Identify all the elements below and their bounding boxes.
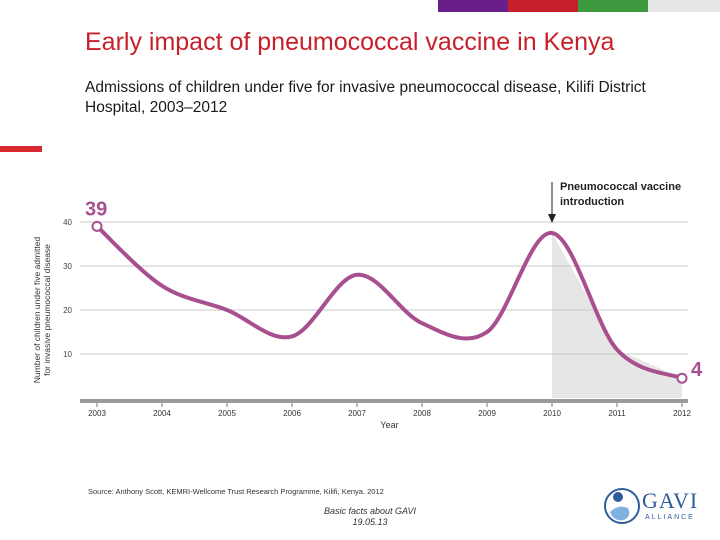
x-tick-label: 2007 [348,409,366,418]
logo-text: GAVI [642,488,699,513]
y-axis-title-line-1: Number of children under five admitted [32,236,42,383]
x-tick-label: 2008 [413,409,431,418]
x-axis-title: Year [380,420,398,430]
annotation-text-line-2: introduction [560,196,624,208]
x-tick-label: 2006 [283,409,301,418]
start-value-label: 39 [85,198,107,220]
gavi-logo: GAVI ALLIANCE [600,482,710,532]
data-line [95,224,684,381]
annotation-text-line-1: Pneumococcal vaccine [560,181,681,193]
slide-title: Early impact of pneumococcal vaccine in … [85,28,615,56]
gavi-child-icon [604,488,640,524]
post-vaccine-shading [552,233,682,398]
logo-subtext: ALLIANCE [645,514,695,521]
footer-line-1: Basic facts about GAVI [323,506,417,516]
top-bar-red [508,0,578,12]
x-tick-label: 2010 [543,409,561,418]
end-value-label: 4 [691,359,703,381]
x-tick-label: 2004 [153,409,171,418]
source-note: Source: Anthony Scott, KEMRI-Wellcome Tr… [88,487,384,496]
y-tick-label: 30 [63,262,72,271]
x-tick-label: 2009 [478,409,496,418]
footer-line-2: 19.05.13 [352,517,388,527]
top-bar-green [578,0,648,12]
y-tick-label: 10 [63,350,72,359]
x-tick-label: 2012 [673,409,691,418]
y-tick-label: 40 [63,218,72,227]
footer-text: Basic facts about GAVI 19.05.13 [300,506,440,528]
y-axis-title: Number of children under five admittedfo… [32,236,52,383]
end-point-marker [676,372,688,384]
x-tick-label: 2005 [218,409,236,418]
top-bar-purple [438,0,508,12]
line-chart: 10 20 30 40 2003 2004 2005 2006 2007 2008 2009 2010… [32,181,703,430]
top-bar-grey [648,0,720,12]
annotation-arrow-icon [548,214,556,223]
y-tick-label: 20 [63,306,72,315]
slide-subtitle: Admissions of children under five for in… [85,79,646,116]
y-axis-title-line-2: for invasive pneumococcal disease [42,244,52,376]
x-tick-label: 2003 [88,409,106,418]
x-tick-label: 2011 [608,409,626,418]
start-point-marker [91,220,103,232]
red-accent-bar [0,146,42,152]
